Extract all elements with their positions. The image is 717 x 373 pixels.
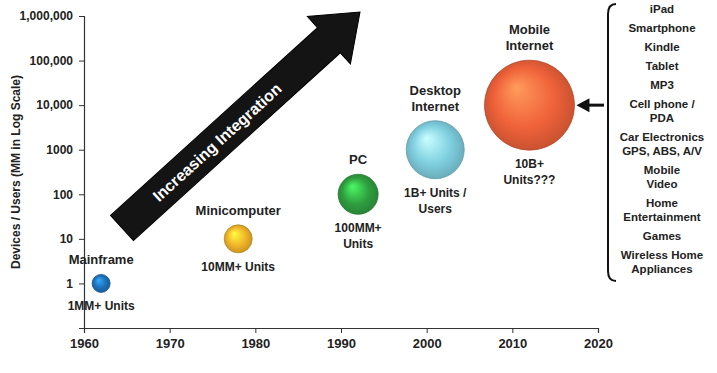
side-list-item: Video: [646, 178, 677, 190]
x-tick: 1970: [156, 328, 185, 351]
integration-arrow: Increasing Integration: [100, 0, 381, 252]
side-list-item: MP3: [650, 79, 674, 91]
x-tick-mark: [170, 328, 171, 333]
bubble-note: 1MM+ Units: [68, 299, 135, 313]
bubble: [338, 174, 378, 214]
side-list-item: iPad: [650, 3, 674, 15]
bubble-note: 10B+: [515, 157, 544, 171]
bubble-name: Mainframe: [69, 252, 134, 267]
x-tick-label: 1990: [327, 336, 356, 351]
y-tick-mark: [79, 16, 84, 17]
x-axis: 1960 1970 1980 1990 2000 2010 2020: [70, 328, 613, 351]
x-tick: 1980: [241, 328, 270, 351]
arrow-shape: [100, 0, 381, 252]
y-tick: 100,000: [30, 54, 84, 68]
y-tick: 1,000,000: [20, 9, 84, 23]
side-list-item: Mobile: [644, 164, 680, 176]
bubble-note: 10MM+ Units: [201, 260, 275, 274]
x-tick-label: 1960: [70, 336, 99, 351]
y-tick-mark: [79, 61, 84, 62]
bubble: [406, 121, 464, 179]
bubble-note: Units???: [503, 173, 555, 187]
y-tick-mark: [79, 194, 84, 195]
side-list-item: Car Electronics: [620, 131, 704, 143]
chart: 1960 1970 1980 1990 2000 2010 2020 1 10 100 1000 10…: [0, 0, 717, 373]
side-list-item: GPS, ABS, A/V: [622, 145, 702, 157]
y-tick: 1: [66, 277, 84, 291]
y-tick: 1000: [46, 143, 84, 157]
x-tick: 2020: [584, 328, 613, 351]
bubble: [224, 225, 252, 253]
bubble-name: Internet: [506, 38, 554, 53]
y-tick-label: 1,000,000: [20, 9, 74, 23]
side-list-item: Kindle: [644, 41, 679, 53]
pointer-head: [576, 98, 589, 112]
side-list-item: Smartphone: [628, 22, 695, 34]
y-tick-label: 1000: [46, 143, 73, 157]
bubble: [484, 60, 574, 150]
y-tick-mark: [79, 239, 84, 240]
side-list: iPad Smartphone Kindle Tablet MP3 Cell phone …: [576, 3, 704, 281]
y-axis: 1 10 100 1000 10,000 100,000 1,000,000: [20, 9, 85, 328]
side-list-item: Home: [646, 197, 678, 209]
y-axis-title: Devices / Users (MM in Log Scale): [9, 75, 23, 269]
side-list-item: Appliances: [631, 263, 692, 275]
y-tick-label: 10,000: [36, 98, 73, 112]
y-axis-line: [79, 17, 85, 329]
x-tick: 1960: [70, 328, 99, 351]
side-list-item: PDA: [650, 112, 674, 124]
bubble: [92, 274, 110, 292]
bracket: [608, 4, 616, 281]
side-list-item: Tablet: [645, 60, 678, 72]
x-tick: 1990: [327, 328, 356, 351]
x-tick-mark: [255, 328, 256, 333]
x-tick-label: 2020: [584, 336, 613, 351]
bubble-note: Units: [343, 237, 373, 251]
y-tick: 10: [60, 232, 84, 246]
side-list-item: Cell phone /: [629, 98, 695, 110]
x-tick: 2000: [413, 328, 442, 351]
side-list-item: Wireless Home: [621, 249, 703, 261]
y-tick-label: 100,000: [30, 54, 74, 68]
bubble-name: PC: [349, 152, 368, 167]
x-tick-mark: [341, 328, 342, 333]
x-tick-mark: [512, 328, 513, 333]
y-tick-mark: [79, 150, 84, 151]
bubble-name: Mobile: [509, 22, 550, 37]
bubble-note: 100MM+: [335, 221, 382, 235]
x-tick-label: 1970: [156, 336, 185, 351]
annotation: Increasing Integration: [150, 80, 285, 205]
y-tick-label: 100: [53, 188, 73, 202]
x-tick: 2010: [498, 328, 527, 351]
x-tick-mark: [598, 328, 599, 333]
bubble-name: Internet: [411, 99, 459, 114]
x-axis-line: [85, 329, 599, 334]
side-list-item: Entertainment: [623, 211, 700, 223]
bubble-note: 1B+ Units /: [404, 186, 467, 200]
y-tick: 10,000: [36, 98, 84, 112]
y-tick-label: 1: [66, 277, 73, 291]
bubble-note: Users: [419, 202, 453, 216]
y-tick-label: 10: [60, 232, 74, 246]
bubble-name: Minicomputer: [196, 203, 281, 218]
x-tick-label: 1980: [241, 336, 270, 351]
y-tick: 100: [53, 188, 84, 202]
y-tick-mark: [79, 283, 84, 284]
x-tick-mark: [427, 328, 428, 333]
x-tick-label: 2000: [413, 336, 442, 351]
x-tick-label: 2010: [498, 336, 527, 351]
side-list-item: Games: [643, 230, 681, 242]
bubble-name: Desktop: [410, 83, 461, 98]
y-tick-mark: [79, 105, 84, 106]
